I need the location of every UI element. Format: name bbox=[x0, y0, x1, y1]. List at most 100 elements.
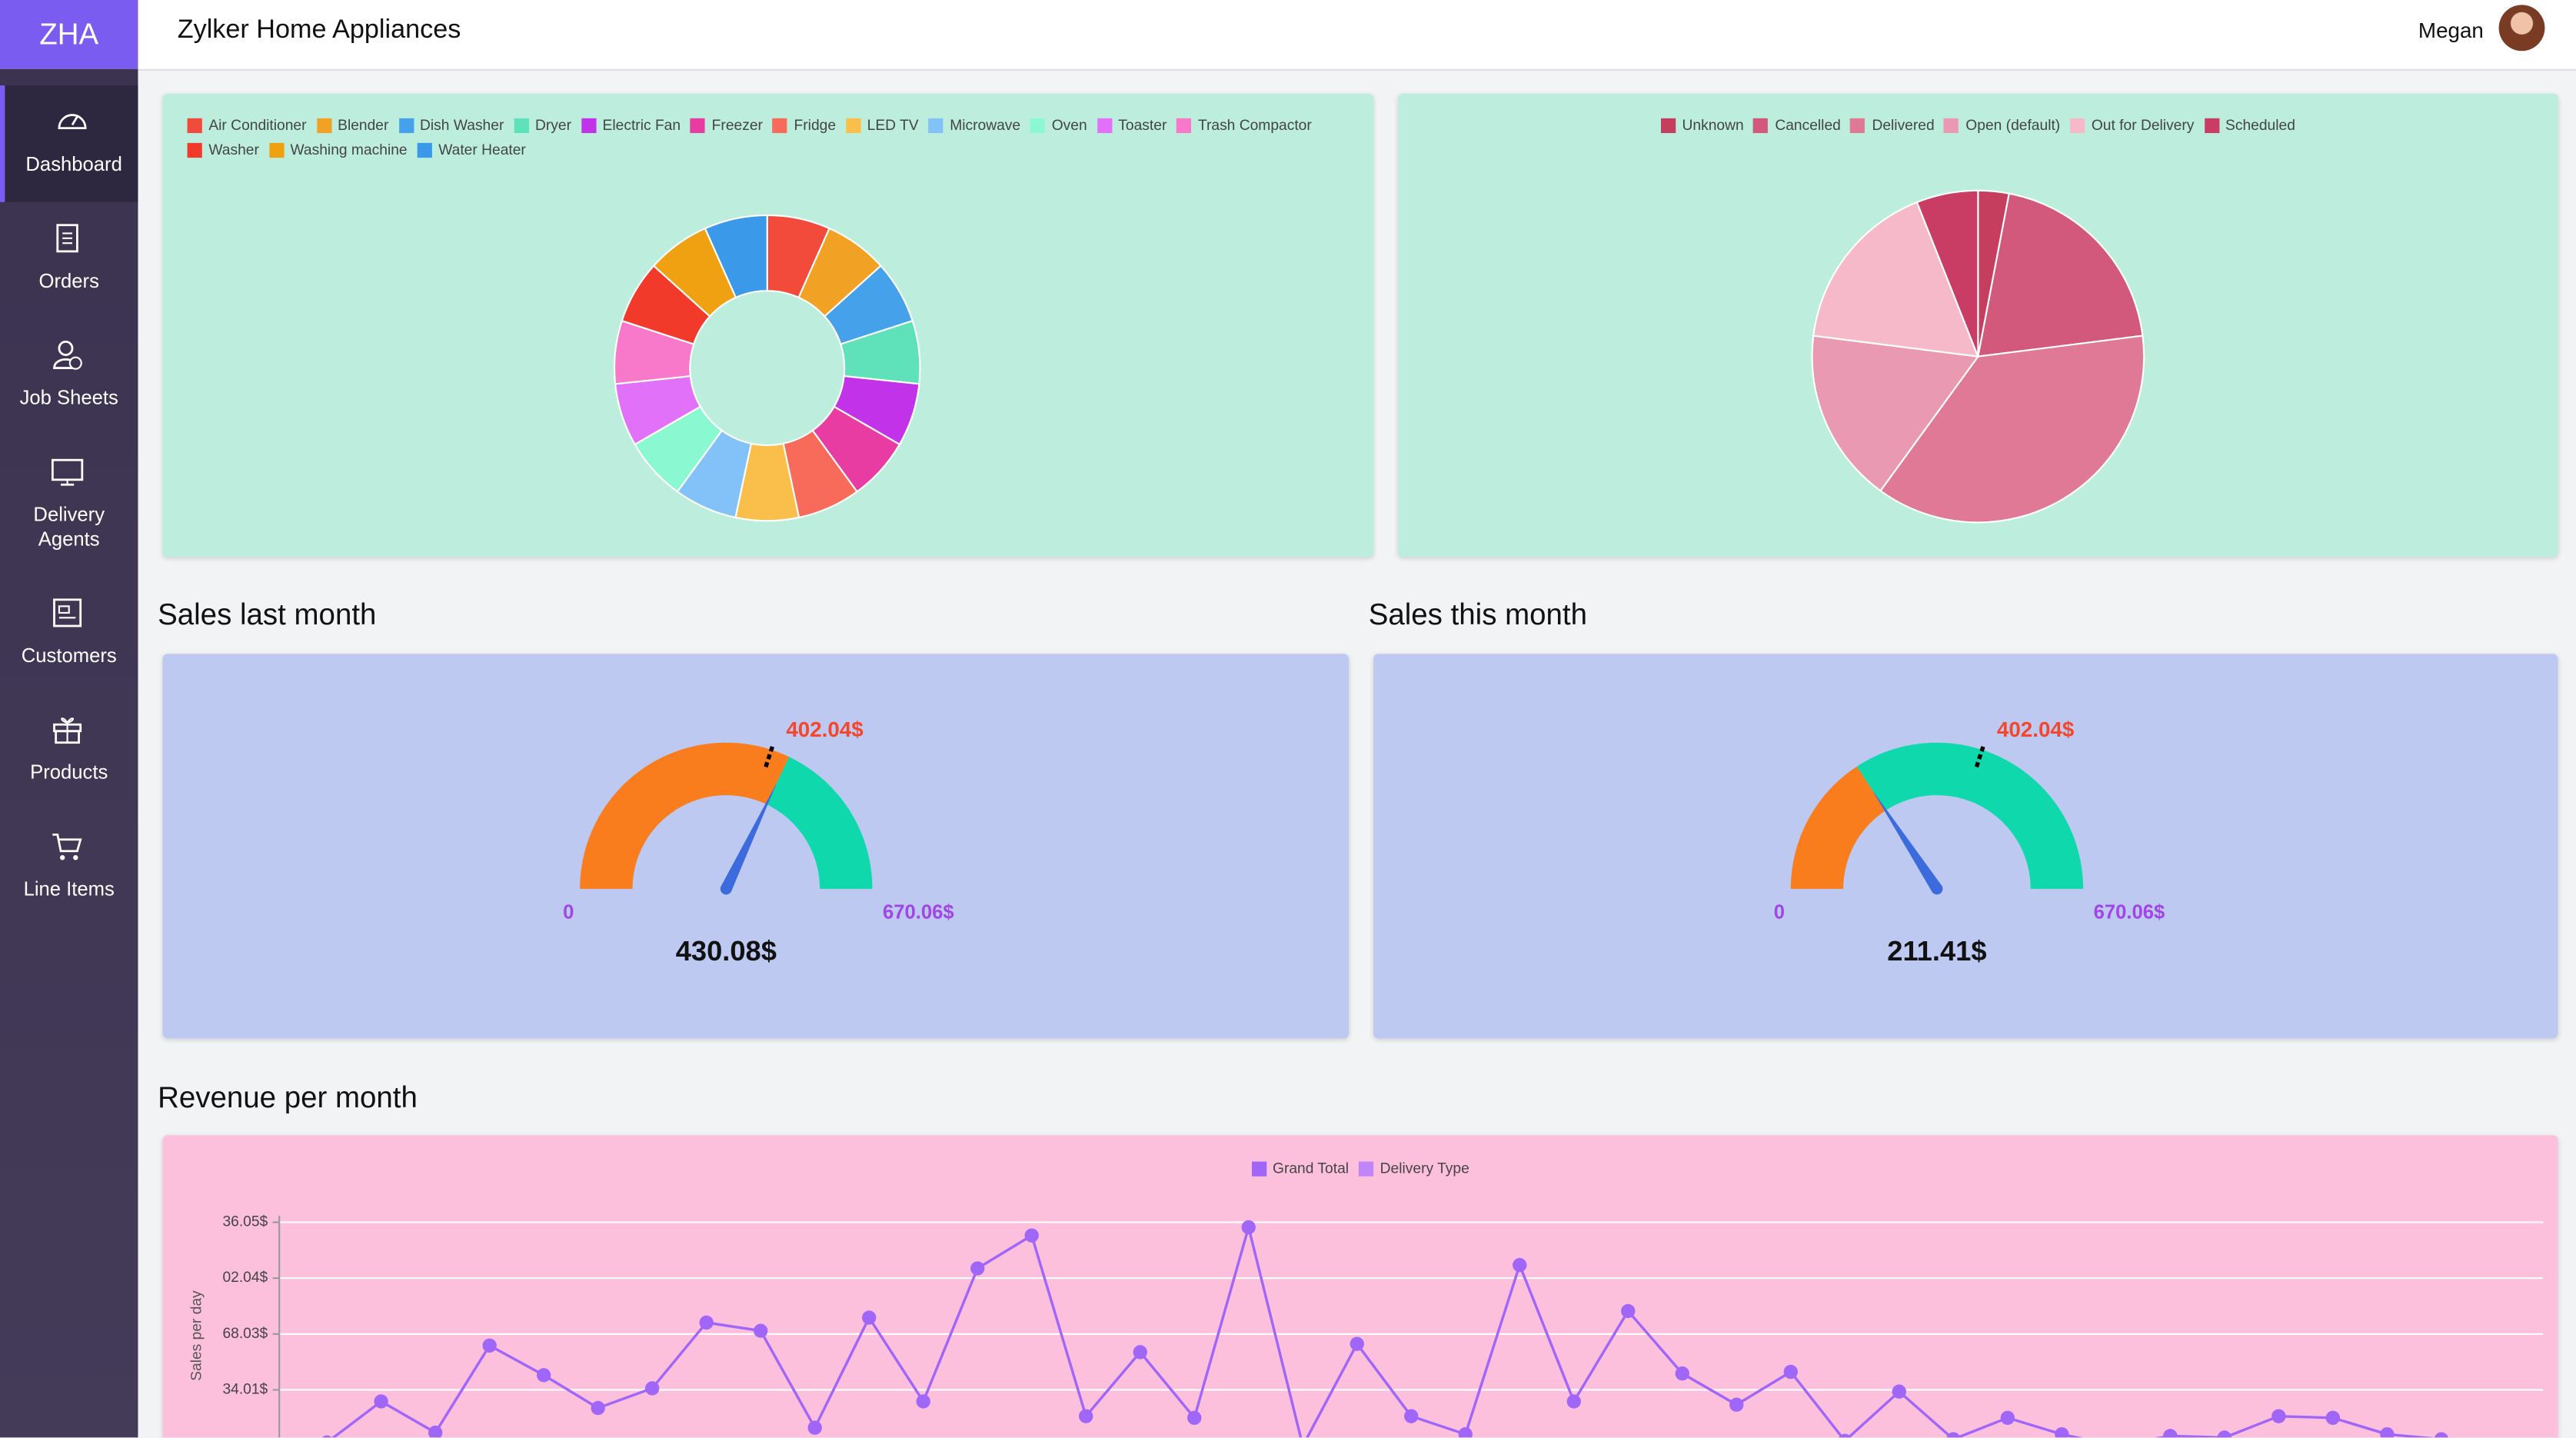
data-point bbox=[754, 1323, 768, 1338]
legend-label: Scheduled bbox=[2225, 116, 2295, 134]
legend-item: Water Heater bbox=[417, 141, 526, 158]
data-point bbox=[1675, 1366, 1689, 1381]
legend-label: Oven bbox=[1051, 116, 1087, 134]
y-tick-label: 36.05$ bbox=[222, 1214, 268, 1230]
legend-item: Washer bbox=[187, 141, 259, 158]
data-point bbox=[1621, 1303, 1636, 1319]
legend-item: Freezer bbox=[690, 117, 763, 133]
legend-item: Trash Compactor bbox=[1177, 117, 1312, 133]
legend-swatch bbox=[1660, 117, 1676, 132]
legend-label: Washer bbox=[208, 141, 259, 158]
nav-icon bbox=[53, 341, 82, 370]
nav-item[interactable]: Job Sheets bbox=[0, 318, 138, 435]
data-point bbox=[1350, 1336, 1364, 1351]
legend-swatch bbox=[1753, 117, 1769, 132]
logo[interactable]: ZHA bbox=[0, 0, 138, 69]
nav-icon bbox=[56, 224, 78, 253]
legend-label: Electric Fan bbox=[602, 116, 681, 134]
legend-swatch bbox=[316, 117, 331, 132]
gauge-band bbox=[766, 757, 873, 889]
user-name[interactable]: Megan bbox=[2418, 18, 2484, 43]
gauge-hub bbox=[720, 883, 732, 895]
nav-item[interactable]: Delivery Agents bbox=[0, 435, 138, 577]
top-bar bbox=[0, 0, 2576, 71]
nav-item[interactable]: Dashboard bbox=[0, 85, 138, 202]
legend-swatch bbox=[2204, 117, 2219, 132]
legend-swatch bbox=[398, 117, 414, 132]
gauge-target bbox=[1974, 746, 1985, 770]
sidebar: Dashboard Orders Job Sheets Delivery Age… bbox=[0, 68, 138, 1438]
gauge-value: 211.41$ bbox=[1887, 935, 1986, 967]
data-point bbox=[1404, 1409, 1419, 1423]
legend-swatch bbox=[417, 141, 432, 158]
legend-swatch bbox=[187, 141, 202, 158]
legend-label: Delivery Type bbox=[1380, 1160, 1469, 1177]
y-tick-label: 02.04$ bbox=[222, 1270, 268, 1286]
legend-label: Washing machine bbox=[290, 141, 408, 158]
data-point bbox=[1892, 1384, 1906, 1399]
data-point bbox=[1458, 1426, 1473, 1438]
data-point bbox=[1513, 1257, 1527, 1273]
pie-slice bbox=[1811, 335, 1980, 492]
legend: Air Conditioner Blender Dish Washer Dryer El… bbox=[187, 116, 1363, 158]
legend-label: Blender bbox=[338, 116, 389, 134]
legend-item: Open (default) bbox=[1944, 116, 2061, 134]
nav-label: Dashboard bbox=[25, 152, 122, 176]
data-point bbox=[1729, 1397, 1744, 1412]
legend-item: Electric Fan bbox=[581, 117, 681, 133]
legend-label: Unknown bbox=[1682, 116, 1744, 134]
avatar[interactable] bbox=[2498, 5, 2545, 52]
legend-swatch bbox=[1850, 117, 1865, 132]
data-point bbox=[2380, 1426, 2395, 1438]
legend-item: Blender bbox=[316, 117, 388, 133]
pie-slice bbox=[1977, 192, 2144, 358]
gauge-hub bbox=[1931, 883, 1943, 895]
nav-item[interactable]: Orders bbox=[0, 202, 138, 319]
nav-icon bbox=[52, 833, 82, 860]
legend-label: Open (default) bbox=[1965, 116, 2061, 134]
gauge-band bbox=[1790, 766, 1886, 889]
gauge-band bbox=[580, 742, 790, 889]
legend-label: Out for Delivery bbox=[2091, 116, 2195, 134]
legend-swatch bbox=[845, 117, 861, 132]
nav-item[interactable]: Customers bbox=[0, 577, 138, 694]
gauge-needle bbox=[1872, 790, 1942, 892]
legend-swatch bbox=[690, 117, 706, 132]
nav-label: Job Sheets bbox=[19, 386, 118, 409]
pie-slice bbox=[1812, 201, 1980, 358]
legend-label: LED TV bbox=[867, 116, 919, 134]
legend: Grand Total Delivery Type bbox=[163, 1160, 2558, 1177]
legend-swatch bbox=[581, 117, 597, 132]
y-axis-title: Sales per day bbox=[188, 1290, 205, 1381]
y-tick-label: 34.01$ bbox=[222, 1382, 268, 1398]
data-point bbox=[374, 1394, 388, 1409]
legend-item: Air Conditioner bbox=[187, 116, 307, 134]
legend-label: Toaster bbox=[1118, 116, 1167, 134]
legend-swatch bbox=[1944, 117, 1959, 132]
data-point bbox=[1133, 1345, 1147, 1360]
data-point bbox=[1241, 1220, 1256, 1235]
nav-item[interactable]: Products bbox=[0, 694, 138, 811]
legend-label: Dish Washer bbox=[420, 116, 504, 134]
data-point bbox=[2055, 1426, 2069, 1438]
data-point bbox=[591, 1400, 605, 1416]
data-point bbox=[2434, 1432, 2448, 1438]
data-point bbox=[2000, 1410, 2015, 1425]
data-point bbox=[862, 1310, 877, 1325]
legend-swatch bbox=[1177, 117, 1192, 132]
legend-item: Toaster bbox=[1097, 117, 1167, 133]
legend-item: LED TV bbox=[845, 116, 919, 134]
legend-label: Air Conditioner bbox=[208, 116, 307, 134]
donut-segment bbox=[704, 214, 768, 299]
data-point bbox=[482, 1338, 497, 1353]
gauge-min-label: 0 bbox=[1774, 902, 1785, 924]
nav-icon bbox=[51, 458, 84, 486]
gauge-max-label: 670.06$ bbox=[883, 902, 954, 924]
line-series bbox=[331, 1222, 2438, 1438]
legend-item: Unknown bbox=[1660, 116, 1744, 134]
data-point bbox=[1566, 1394, 1581, 1409]
legend-label: Grand Total bbox=[1272, 1160, 1350, 1177]
nav-item[interactable]: Line Items bbox=[0, 810, 138, 927]
data-point bbox=[1079, 1409, 1093, 1423]
nav-icon bbox=[53, 717, 82, 744]
